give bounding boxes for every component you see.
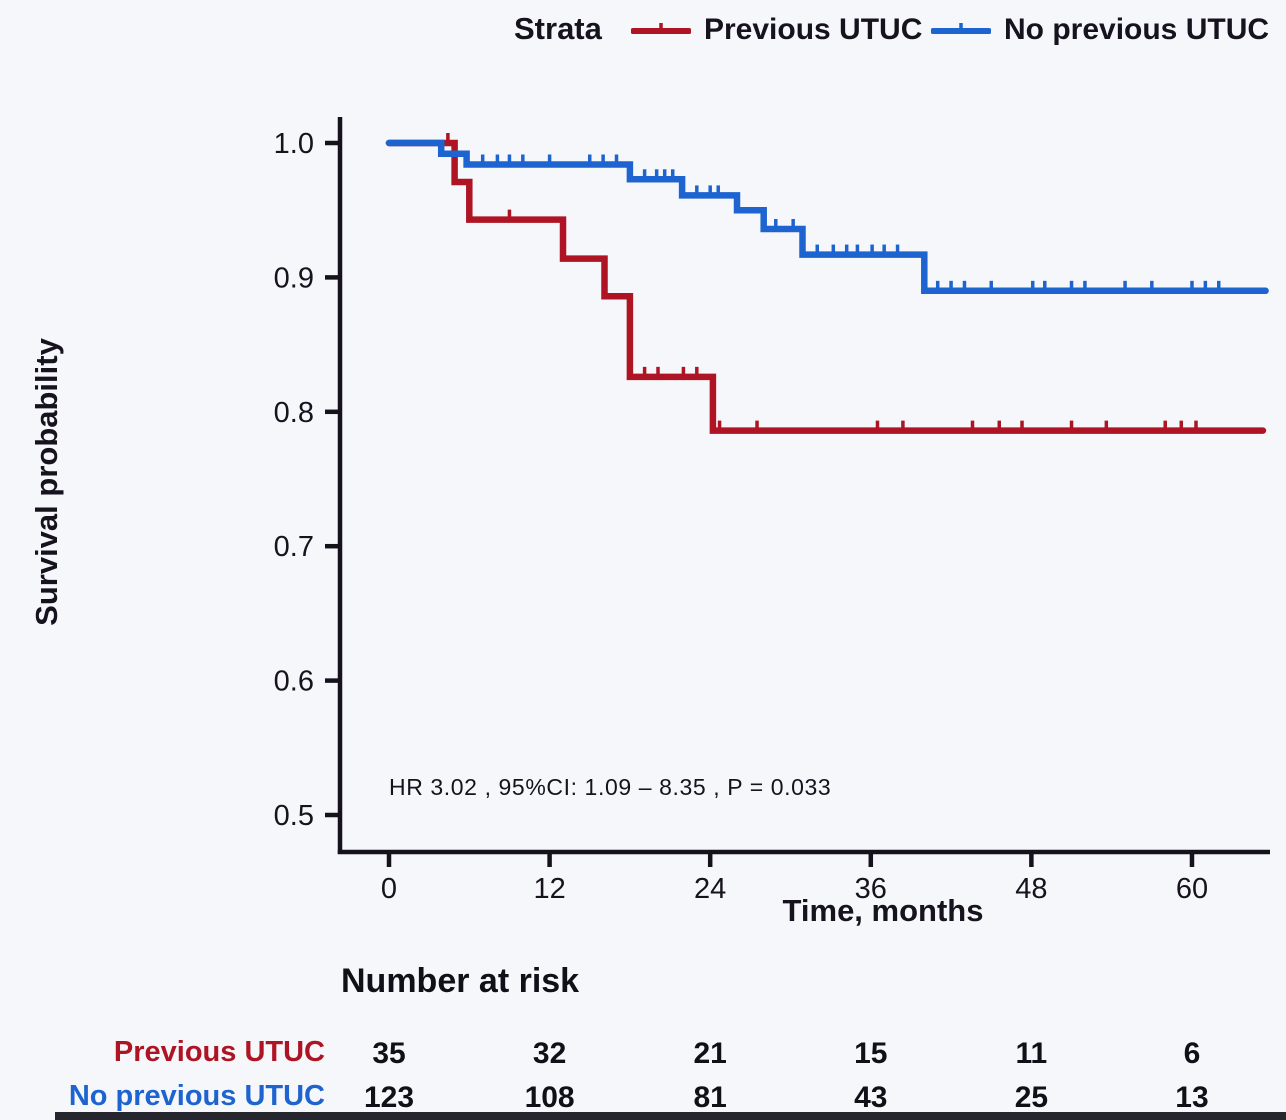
y-axis-title: Survival probability: [29, 338, 64, 626]
series-no-previous-utuc: [385, 139, 1269, 295]
risk-value: 11: [1015, 1037, 1048, 1070]
x-tick-label: 12: [533, 873, 565, 905]
legend-line-marker-previous-utuc: [631, 23, 691, 34]
risk-value: 21: [693, 1037, 727, 1070]
legend-item-previous-utuc: Previous UTUC: [704, 13, 923, 46]
risk-value: 15: [854, 1037, 888, 1070]
risk-value: 81: [693, 1081, 727, 1114]
legend-item-no-previous-utuc: No previous UTUC: [1004, 13, 1270, 46]
legend-title: Strata: [514, 11, 602, 46]
axes: 1.0 0.9 0.8 0.7 0.6 0.5 0 12 24 36 48 60: [274, 117, 1270, 905]
x-tick-label: 48: [1015, 873, 1047, 905]
risk-value: 123: [363, 1081, 415, 1114]
x-tick-label: 60: [1176, 873, 1208, 905]
risk-value: 25: [1014, 1081, 1049, 1114]
y-tick-label: 0.6: [274, 666, 314, 698]
y-tick-label: 0.9: [274, 262, 314, 294]
x-tick-label: 24: [694, 873, 726, 905]
km-curve-previous-utuc: [385, 139, 1267, 434]
x-tick-label: 0: [381, 873, 397, 905]
risk-row-label-previous-utuc: Previous UTUC: [113, 1036, 325, 1068]
risk-value: 32: [532, 1037, 567, 1070]
bottom-crop-bar: [55, 1112, 1286, 1120]
series-previous-utuc: [385, 133, 1267, 434]
risk-value: 108: [524, 1081, 575, 1114]
y-tick-label: 1.0: [274, 128, 314, 160]
x-tick-label: 36: [855, 873, 887, 905]
risk-value: 35: [372, 1037, 406, 1070]
risk-row-label-no-previous-utuc: No previous UTUC: [68, 1080, 325, 1112]
risk-value: 43: [854, 1081, 888, 1114]
y-tick-label: 0.8: [274, 397, 314, 429]
y-tick-label: 0.5: [274, 800, 314, 832]
risk-value: 13: [1175, 1081, 1209, 1114]
risk-table-title: Number at risk: [341, 962, 580, 1000]
legend-line-marker-no-previous-utuc: [931, 23, 991, 34]
y-tick-label: 0.7: [274, 531, 314, 563]
risk-value: 6: [1183, 1037, 1201, 1070]
hazard-ratio-annotation: HR 3.02 , 95%CI: 1.09 – 8.35 , P = 0.033: [389, 774, 832, 800]
x-axis-title: Time, months: [782, 893, 984, 928]
